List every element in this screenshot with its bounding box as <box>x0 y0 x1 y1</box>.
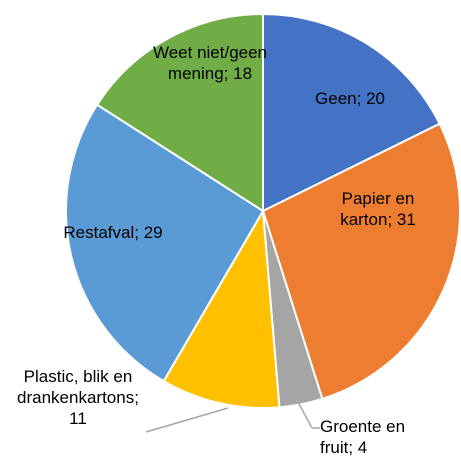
pie-slice <box>65 103 265 383</box>
pie-slice <box>162 207 281 409</box>
label-category: Weet niet/geen mening <box>152 43 268 83</box>
pie-slice <box>262 12 441 213</box>
label-value: 31 <box>396 210 416 229</box>
label-value: 18 <box>233 64 253 83</box>
label-separator: ; <box>134 223 144 242</box>
label-value: 29 <box>143 223 163 242</box>
pie-slice <box>95 12 264 213</box>
data-label: Weet niet/geen mening; 18 <box>150 42 270 84</box>
leader-line <box>145 407 229 433</box>
label-category: Plastic, blik en drankenkartons <box>17 367 135 407</box>
label-category: Papier en karton <box>340 189 415 229</box>
label-separator: ; <box>356 89 367 108</box>
label-value: 20 <box>366 89 385 108</box>
pie-slice <box>261 122 461 401</box>
label-value: 4 <box>357 438 368 457</box>
data-label: Papier en karton; 31 <box>318 188 438 230</box>
label-category: Geen <box>315 89 357 108</box>
data-label: Groente en fruit; 4 <box>320 416 420 458</box>
label-category: Groente en fruit <box>320 417 406 457</box>
label-separator: ; <box>387 210 397 229</box>
label-category: Restafval <box>63 223 135 242</box>
data-label: Restafval; 29 <box>58 222 168 243</box>
label-separator: ; <box>223 64 234 83</box>
label-value: 11 <box>69 409 87 428</box>
data-label: Geen; 20 <box>290 88 410 109</box>
leader-line <box>297 401 313 429</box>
data-label: Plastic, blik en drankenkartons; 11 <box>8 366 148 429</box>
label-separator: ; <box>134 388 144 407</box>
label-separator: ; <box>348 438 358 457</box>
